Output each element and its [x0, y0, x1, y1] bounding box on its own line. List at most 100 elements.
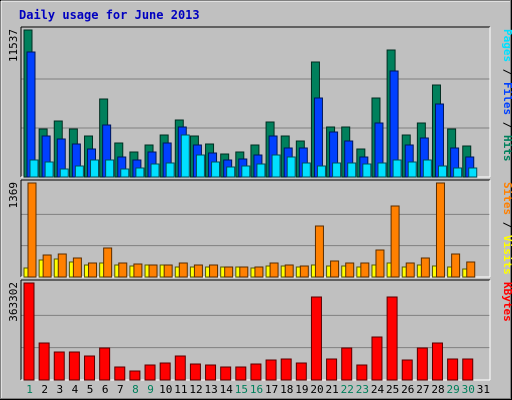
bar-pages-day-5: [90, 159, 100, 178]
x-tick-label: 16: [250, 383, 263, 396]
bar-sites-day-10: [163, 264, 173, 278]
bar-kbytes-day-1: [23, 282, 35, 381]
bar-sites-day-6: [103, 247, 113, 278]
x-tick-label: 25: [386, 383, 399, 396]
bar-kbytes-day-14: [220, 366, 232, 381]
bar-kbytes-day-17: [265, 359, 277, 381]
bar-sites-day-2: [42, 254, 52, 278]
bar-sites-day-4: [72, 257, 82, 278]
panel-hits-files-pages: 11537 Pages / Files / Hits: [7, 26, 512, 178]
x-tick-label: 21: [326, 383, 339, 396]
x-axis-tick-labels: 1 2 3 4 5 6 7 8 9 10 11 12 13 14 15 16 17 18 19 20 21 22 23 24 2…: [26, 383, 490, 396]
panel-hits-files-pages-max-label: 11537: [7, 29, 20, 62]
bar-kbytes-day-5: [84, 355, 96, 381]
panel-kbytes-max-label: 363302: [7, 282, 20, 322]
x-tick-label: 30: [462, 383, 475, 396]
bar-kbytes-day-2: [38, 342, 50, 381]
panel-visits-sites-background: [21, 180, 490, 277]
bar-pages-day-17: [271, 154, 281, 178]
legend-entry: Visits: [501, 235, 512, 275]
bar-sites-day-11: [178, 262, 188, 278]
bar-pages-day-12: [195, 154, 205, 178]
bar-sites-day-29: [451, 253, 461, 278]
x-tick-label: 3: [57, 383, 64, 396]
x-tick-label: 9: [147, 383, 154, 396]
panel-kbytes-legend: KBytes: [501, 282, 512, 322]
panel-visits-sites-legend: Sites / Visits: [501, 182, 512, 275]
bar-kbytes-day-25: [386, 296, 398, 381]
bar-kbytes-day-22: [341, 347, 353, 381]
bar-kbytes-day-7: [114, 366, 126, 381]
bar-pages-day-18: [286, 156, 296, 178]
bar-kbytes-day-24: [371, 336, 383, 381]
bar-sites-day-12: [193, 264, 203, 278]
panel-visits-sites-max-label: 1369: [7, 182, 20, 209]
bar-sites-day-30: [466, 261, 476, 278]
x-tick-label: 26: [401, 383, 414, 396]
x-tick-label: 1: [26, 383, 33, 396]
bar-kbytes-day-16: [250, 363, 262, 381]
x-tick-label: 28: [431, 383, 444, 396]
x-tick-label: 20: [310, 383, 323, 396]
bar-sites-day-19: [299, 265, 309, 278]
bar-kbytes-day-30: [462, 358, 474, 381]
bar-kbytes-day-21: [326, 358, 338, 381]
x-tick-label: 22: [341, 383, 354, 396]
x-tick-label: 18: [280, 383, 293, 396]
bar-pages-day-25: [392, 159, 402, 178]
x-tick-label: 14: [220, 383, 234, 396]
bar-pages-day-14: [226, 166, 236, 178]
chart-panels: 11537 Pages / Files / Hits 1369 Sites / Vis…: [7, 26, 512, 381]
x-tick-label: 29: [447, 383, 460, 396]
x-tick-label: 12: [189, 383, 202, 396]
bar-pages-day-3: [59, 168, 69, 178]
bar-sites-day-8: [133, 263, 143, 278]
legend-entry: /: [501, 62, 512, 82]
x-tick-label: 6: [102, 383, 109, 396]
bar-sites-day-22: [345, 262, 355, 278]
bar-kbytes-day-29: [447, 358, 459, 381]
bar-pages-day-8: [135, 167, 145, 178]
x-tick-label: 23: [356, 383, 369, 396]
bar-kbytes-day-12: [189, 363, 201, 381]
bar-kbytes-day-11: [174, 355, 186, 381]
bar-pages-day-7: [120, 168, 130, 178]
bar-pages-day-6: [105, 159, 115, 178]
bar-kbytes-day-28: [431, 342, 443, 381]
bar-pages-day-26: [407, 161, 417, 178]
legend-entry: Sites: [501, 182, 512, 215]
bar-sites-day-28: [435, 182, 445, 278]
bar-kbytes-day-20: [310, 296, 322, 381]
series-pages: [29, 134, 478, 178]
bar-kbytes-day-19: [295, 362, 307, 381]
bar-kbytes-day-10: [159, 362, 171, 381]
bar-sites-day-17: [269, 262, 279, 278]
bar-pages-day-27: [422, 159, 432, 178]
bar-pages-day-29: [453, 167, 463, 178]
x-tick-label: 4: [72, 383, 79, 396]
bar-files-day-20: [313, 97, 323, 178]
bar-sites-day-13: [209, 264, 219, 278]
bar-sites-day-21: [330, 260, 340, 278]
bar-pages-day-9: [150, 163, 160, 178]
bar-sites-day-15: [239, 266, 249, 278]
x-tick-label: 27: [416, 383, 429, 396]
bar-pages-day-1: [29, 159, 39, 178]
bar-pages-day-20: [316, 165, 326, 178]
legend-entry: Pages: [501, 29, 512, 62]
bar-pages-day-10: [165, 162, 175, 178]
chart-title: Daily usage for June 2013: [19, 8, 200, 22]
bar-pages-day-30: [468, 167, 478, 178]
bar-pages-day-24: [377, 162, 387, 178]
panel-hits-files-pages-legend: Pages / Files / Hits: [501, 29, 512, 162]
bar-pages-day-19: [301, 162, 311, 178]
panel-visits-sites: 1369 Sites / Visits: [7, 179, 512, 278]
legend-entry: /: [501, 115, 512, 135]
bar-kbytes-day-26: [401, 359, 413, 381]
x-tick-label: 17: [265, 383, 278, 396]
bar-sites-day-20: [314, 225, 324, 278]
bar-pages-day-11: [180, 134, 190, 178]
legend-entry: Hits: [501, 135, 512, 162]
bar-pages-day-23: [362, 163, 372, 178]
bar-sites-day-23: [360, 262, 370, 278]
